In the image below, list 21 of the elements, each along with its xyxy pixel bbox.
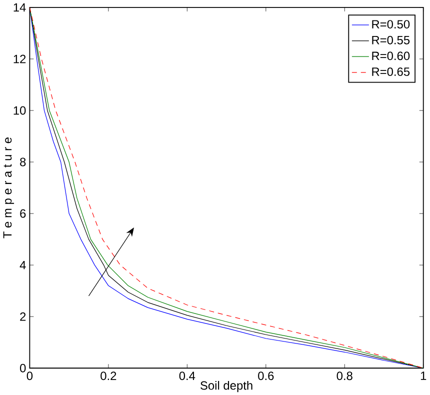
y-tick-label: 4 (20, 260, 26, 269)
legend-label: R=0.55 (372, 36, 410, 44)
x-tick-label: 0 (26, 371, 33, 380)
y-tick-label: 6 (20, 209, 26, 218)
x-tick-label: 0.2 (100, 371, 116, 380)
y-tick-label: 2 (20, 312, 26, 321)
x-axis-title: Soil depth (200, 380, 252, 392)
legend-label: R=0.50 (372, 20, 410, 28)
y-axis-title: T e m p e r a t u r e (3, 137, 14, 238)
legend-label: R=0.60 (372, 51, 410, 60)
y-tick-label: 12 (14, 54, 26, 63)
y-tick-label: 0 (20, 364, 26, 372)
x-tick-label: 1 (420, 371, 426, 380)
legend-label: R=0.65 (372, 67, 410, 76)
x-tick-label: 0.6 (258, 371, 274, 380)
x-tick-label: 0.8 (336, 371, 352, 380)
y-tick-label: 8 (20, 158, 26, 166)
line-series (30, 7, 424, 368)
x-tick-label: 0.4 (179, 371, 196, 380)
y-tick-label: 10 (14, 106, 26, 114)
y-tick-label: 14 (14, 3, 26, 12)
